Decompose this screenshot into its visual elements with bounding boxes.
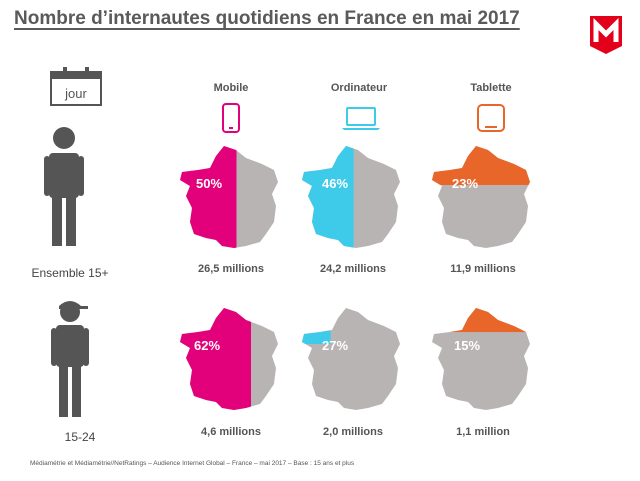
tablet-icon — [477, 104, 505, 132]
map-highlight-region — [432, 146, 530, 186]
young-person-icon — [51, 301, 89, 417]
map-highlight-region — [180, 308, 252, 410]
device-label-mobile: Mobile — [213, 82, 249, 94]
percent-label: 62% — [194, 338, 221, 353]
group-label-15-24: 15-24 — [64, 430, 96, 444]
device-label-ordinateur: Ordinateur — [330, 82, 388, 94]
france-map-mobile-15-24 — [180, 308, 278, 410]
percent-label: 46% — [322, 176, 349, 191]
audience-value: 24,2 millions — [319, 263, 387, 275]
percent-label: 23% — [452, 176, 479, 191]
percent-label: 15% — [454, 338, 481, 353]
france-map-ordinateur-ensemble — [302, 146, 400, 248]
source-footnote: Médiamétrie et Médiamétrie//NetRatings –… — [30, 460, 355, 467]
laptop-icon — [342, 107, 380, 130]
group-label-ensemble: Ensemble 15+ — [31, 266, 109, 280]
france-map-tablette-15-24 — [432, 308, 530, 410]
page-title: Nombre d’internautes quotidiens en Franc… — [14, 8, 520, 29]
audience-value: 26,5 millions — [197, 263, 265, 275]
audience-value: 1,1 million — [456, 426, 510, 438]
map-highlight-region — [180, 146, 237, 248]
smartphone-icon — [222, 103, 240, 133]
map-base-shape — [432, 308, 530, 410]
percent-label: 27% — [322, 338, 349, 353]
adult-person-icon — [44, 127, 84, 246]
map-base-shape — [302, 308, 400, 410]
map-highlight-region — [432, 308, 530, 333]
device-label-tablette: Tablette — [470, 82, 512, 94]
france-map-mobile-ensemble — [180, 146, 278, 248]
calendar-icon — [50, 67, 102, 106]
audience-value: 2,0 millions — [323, 426, 383, 438]
mediametrie-logo — [590, 16, 622, 54]
percent-label: 50% — [196, 176, 223, 191]
france-map-tablette-ensemble — [432, 146, 530, 248]
audience-value: 11,9 millions — [450, 263, 516, 275]
audience-value: 4,6 millions — [201, 426, 261, 438]
map-highlight-region — [302, 146, 354, 248]
calendar-label: jour — [65, 86, 87, 101]
france-map-ordinateur-15-24 — [302, 308, 400, 410]
